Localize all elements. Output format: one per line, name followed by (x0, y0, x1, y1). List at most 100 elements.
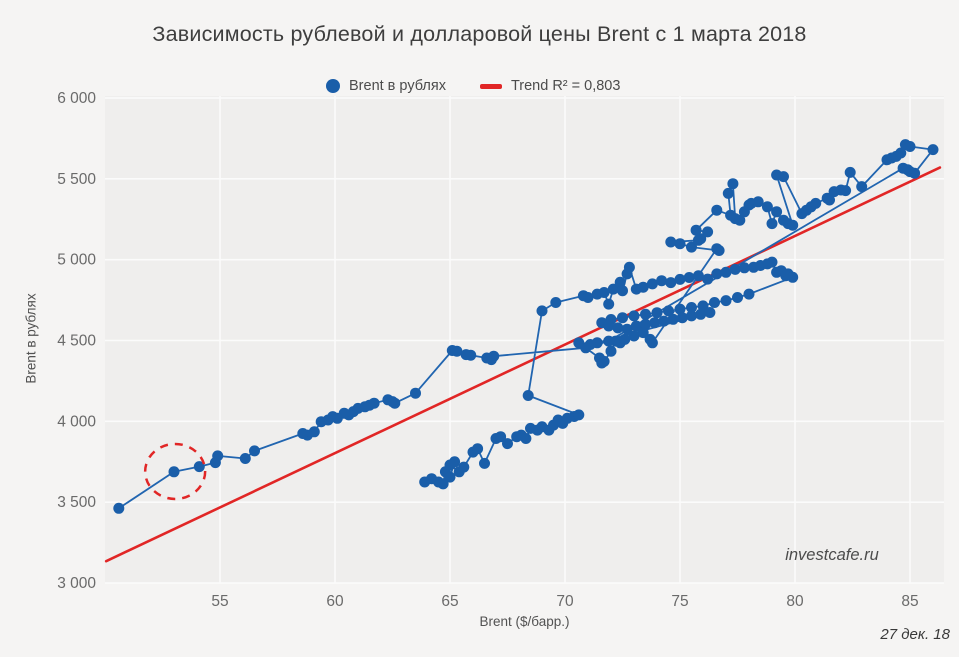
data-point (640, 308, 651, 320)
y-tick-label: 6 000 (57, 90, 96, 107)
x-tick-label: 60 (326, 593, 344, 610)
data-point (612, 322, 624, 334)
data-point (844, 166, 856, 178)
data-point (674, 303, 686, 315)
data-point (628, 330, 640, 342)
data-point (704, 307, 716, 318)
data-point (649, 317, 661, 329)
data-point (495, 431, 507, 443)
data-point (617, 285, 628, 297)
data-point (695, 233, 707, 245)
data-point (713, 245, 725, 256)
data-point (536, 305, 548, 317)
data-point (573, 409, 585, 421)
y-tick-label: 3 500 (57, 494, 96, 511)
x-tick-label: 80 (786, 593, 804, 610)
data-point (481, 352, 493, 364)
data-point (315, 416, 327, 428)
data-point (683, 272, 695, 283)
data-point (667, 313, 679, 325)
data-point (695, 308, 707, 320)
data-point (239, 453, 251, 464)
data-point (113, 502, 125, 514)
legend-series-label[interactable]: Brent в рублях (349, 78, 446, 94)
data-point (729, 263, 741, 275)
data-point (738, 262, 750, 274)
data-point (479, 457, 490, 469)
data-point (674, 273, 686, 285)
data-point (603, 320, 615, 332)
y-tick-label: 4 000 (57, 413, 96, 430)
x-axis-title: Brent ($/барр.) (479, 614, 570, 629)
data-point (637, 281, 649, 293)
data-point (686, 241, 697, 253)
data-point (787, 219, 799, 231)
data-point (168, 466, 180, 478)
data-point (752, 196, 764, 208)
chart-legend: Brent в рублях Trend R² = 0,803 (326, 76, 620, 96)
data-point (446, 345, 458, 356)
x-tick-label: 75 (671, 593, 688, 610)
data-point (580, 342, 592, 354)
data-point (297, 428, 309, 439)
data-point (550, 297, 562, 308)
data-point (711, 204, 723, 216)
data-point (778, 171, 789, 183)
data-point (621, 323, 633, 335)
data-point (630, 320, 642, 332)
data-point (734, 214, 746, 226)
x-tick-label: 65 (441, 593, 458, 610)
data-point (382, 394, 394, 406)
data-point (656, 275, 668, 287)
x-tick-label: 85 (901, 593, 918, 610)
data-point (249, 445, 260, 457)
legend-trend-label[interactable]: Trend R² = 0,803 (510, 78, 621, 94)
data-point (927, 144, 939, 156)
chart-title: Зависимость рублевой и долларовой цены B… (152, 22, 807, 46)
data-point (410, 387, 421, 399)
data-point (628, 310, 640, 322)
data-point (904, 141, 916, 152)
data-point (897, 162, 909, 174)
data-point (617, 312, 628, 324)
data-point (732, 292, 743, 303)
data-point (840, 185, 852, 197)
data-point (766, 218, 778, 230)
y-tick-label: 5 000 (57, 252, 96, 269)
data-point (761, 201, 773, 213)
data-point (640, 318, 651, 330)
data-point (607, 283, 619, 295)
data-point (895, 147, 907, 159)
data-point (637, 327, 649, 339)
data-point (444, 471, 456, 483)
data-point (722, 187, 734, 199)
data-point (623, 261, 635, 273)
data-point (605, 345, 617, 357)
data-point (598, 355, 610, 367)
data-point (582, 292, 594, 303)
x-tick-label: 70 (556, 593, 574, 610)
data-point (502, 438, 513, 450)
data-point (810, 197, 822, 209)
data-point (209, 457, 221, 469)
data-point (720, 266, 732, 278)
data-point (646, 278, 658, 290)
highlight-circle-annotation (143, 442, 207, 501)
data-point (444, 459, 456, 471)
data-point (663, 305, 674, 317)
legend-series-marker-icon (326, 79, 340, 93)
data-point (651, 307, 663, 319)
data-point (619, 333, 631, 345)
data-point (472, 443, 484, 455)
data-point (598, 287, 610, 298)
y-tick-label: 3 000 (57, 575, 96, 592)
data-point (787, 271, 799, 283)
data-point (665, 236, 677, 248)
date-note: 27 дек. 18 (880, 626, 950, 643)
data-point (702, 273, 714, 285)
data-point (674, 238, 686, 250)
data-point (686, 302, 697, 313)
data-point (193, 461, 205, 473)
